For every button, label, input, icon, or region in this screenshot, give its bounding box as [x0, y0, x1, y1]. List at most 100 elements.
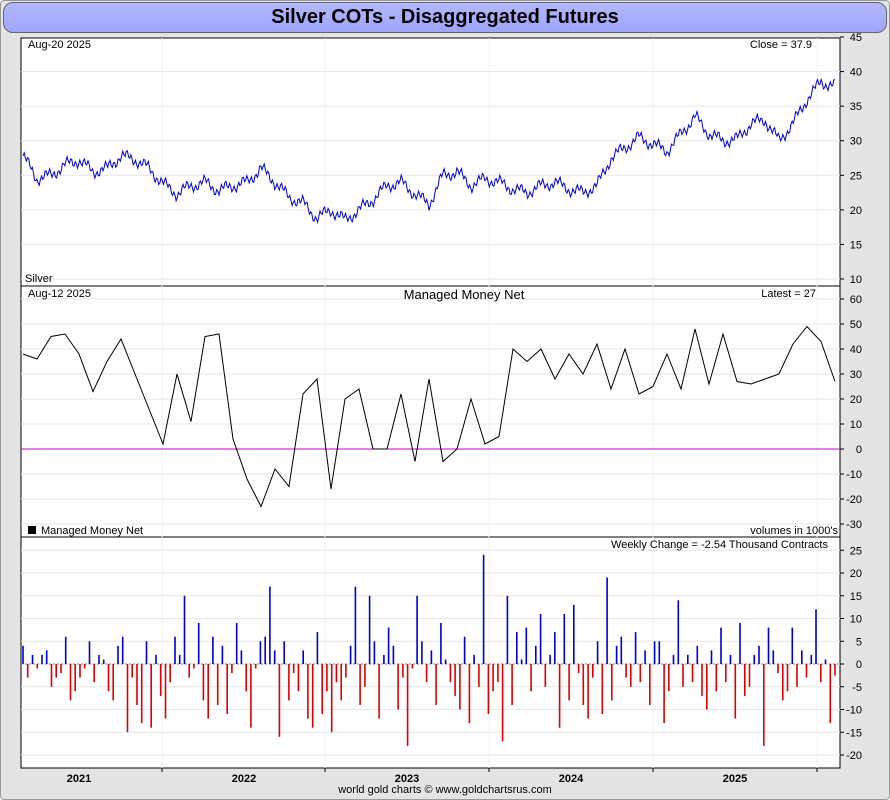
weekly-change-bar: [606, 577, 608, 664]
weekly-change-bar: [136, 664, 138, 705]
y-tick-label: 0: [856, 659, 862, 671]
weekly-change-bar: [725, 664, 727, 683]
panel-backgrounds: [20, 37, 841, 769]
weekly-change-bar: [107, 664, 110, 692]
y-tick-label: 25: [850, 170, 862, 182]
weekly-change-bar: [444, 659, 447, 664]
weekly-change-bar: [535, 645, 537, 664]
weekly-change-bar: [297, 664, 300, 692]
weekly-change-bar: [516, 632, 518, 664]
weekly-change-bar: [207, 664, 209, 719]
weekly-change-bar: [45, 650, 48, 664]
weekly-change-bar: [212, 636, 214, 664]
weekly-change-bar: [592, 664, 594, 678]
weekly-change-bar: [763, 664, 765, 746]
weekly-change-bar: [720, 627, 722, 664]
y-tick-label: 25: [850, 545, 862, 557]
price-date-label: Aug-20 2025: [28, 39, 91, 51]
weekly-change-bar: [145, 641, 148, 665]
weekly-change-bar: [178, 654, 181, 664]
weekly-change-bar: [155, 654, 157, 664]
weekly-change-bar: [758, 645, 760, 664]
title-bar: Silver COTs - Disaggregated Futures: [3, 2, 887, 33]
weekly-change-bar: [568, 664, 570, 701]
weekly-change-bar: [240, 650, 243, 664]
weekly-change-bar: [221, 645, 224, 664]
weekly-change-bar: [364, 664, 366, 687]
weekly-change-bar: [739, 623, 741, 664]
panel-1: [20, 285, 841, 538]
weekly-change-bar: [406, 664, 409, 746]
weekly-change-bar: [577, 664, 580, 674]
x-tick-label: 2023: [395, 773, 419, 785]
y-tick-label: 20: [850, 394, 862, 406]
x-tick-label: 2021: [67, 773, 91, 785]
weekly-change-bar: [69, 664, 72, 701]
weekly-change-bar: [60, 664, 62, 674]
weekly-change-bar: [473, 654, 475, 664]
weekly-change-bar: [782, 664, 784, 701]
weekly-change-bar: [615, 645, 618, 664]
units-label: volumes in 1000's: [750, 525, 838, 537]
weekly-change-bar: [397, 664, 399, 710]
weekly-change-bar: [354, 586, 357, 664]
y-tick-label: 30: [850, 136, 862, 148]
weekly-change-bar: [587, 664, 589, 719]
weekly-change-bar: [767, 627, 770, 664]
weekly-change-bar: [197, 623, 200, 664]
weekly-change-bar: [549, 654, 551, 664]
y-tick-label: 45: [850, 32, 862, 44]
weekly-change-bar: [64, 636, 67, 664]
panel-labels: Aug-20 2025 Close = 37.9 Silver Aug-12 2…: [25, 39, 838, 551]
weekly-change-bar: [672, 654, 675, 664]
weekly-change-bar: [468, 664, 471, 724]
weekly-change-bar: [117, 645, 119, 664]
data-marks: [22, 77, 836, 746]
weekly-change-bar: [824, 659, 827, 664]
weekly-change-bar: [22, 645, 24, 664]
weekly-change-bar: [421, 641, 423, 665]
y-tick-label: -10: [846, 705, 862, 717]
weekly-change-bar: [777, 664, 779, 674]
gridlines: [21, 36, 840, 768]
weekly-change-bar: [815, 609, 817, 664]
weekly-change-bar: [644, 650, 646, 664]
weekly-change-bar: [425, 664, 428, 683]
x-tick-label: 2025: [723, 773, 747, 785]
weekly-change-bar: [216, 664, 219, 705]
weekly-change-bar: [50, 664, 53, 687]
weekly-change-bar: [558, 664, 561, 728]
weekly-change-bar: [269, 586, 271, 664]
weekly-change-bar: [435, 664, 437, 705]
weekly-change-bar: [235, 623, 238, 664]
weekly-change-bar: [663, 664, 665, 724]
footer-credit: world gold charts © www.goldchartsrus.co…: [338, 784, 552, 796]
weekly-change-bar: [307, 664, 309, 719]
weekly-change-bar: [378, 664, 380, 719]
mm-latest-label: Latest = 27: [761, 288, 816, 300]
y-tick-label: 40: [850, 344, 862, 356]
y-tick-label: 15: [850, 239, 862, 251]
weekly-change-bar: [349, 645, 352, 664]
y-tick-label: -20: [846, 494, 862, 506]
weekly-change-bar: [620, 636, 623, 664]
weekly-change-bar: [254, 664, 257, 669]
weekly-change-bar: [126, 664, 129, 733]
y-tick-label: -10: [846, 469, 862, 481]
y-tick-label: 20: [850, 568, 862, 580]
y-tick-label: 10: [850, 419, 862, 431]
weekly-change-bar: [630, 664, 632, 687]
weekly-change-bar: [706, 664, 708, 710]
weekly-change-bar: [691, 664, 694, 683]
weekly-change-bar: [98, 654, 100, 664]
weekly-change-bar: [121, 636, 124, 664]
panel-0: [20, 37, 841, 287]
price-series-label: Silver: [25, 273, 53, 285]
y-tick-label: 10: [850, 274, 862, 286]
weekly-change-bar: [112, 664, 114, 701]
weekly-change-bar: [245, 664, 247, 692]
weekly-change-bar: [31, 654, 34, 664]
weekly-change-bar: [193, 664, 195, 669]
weekly-change-bar: [459, 664, 461, 710]
